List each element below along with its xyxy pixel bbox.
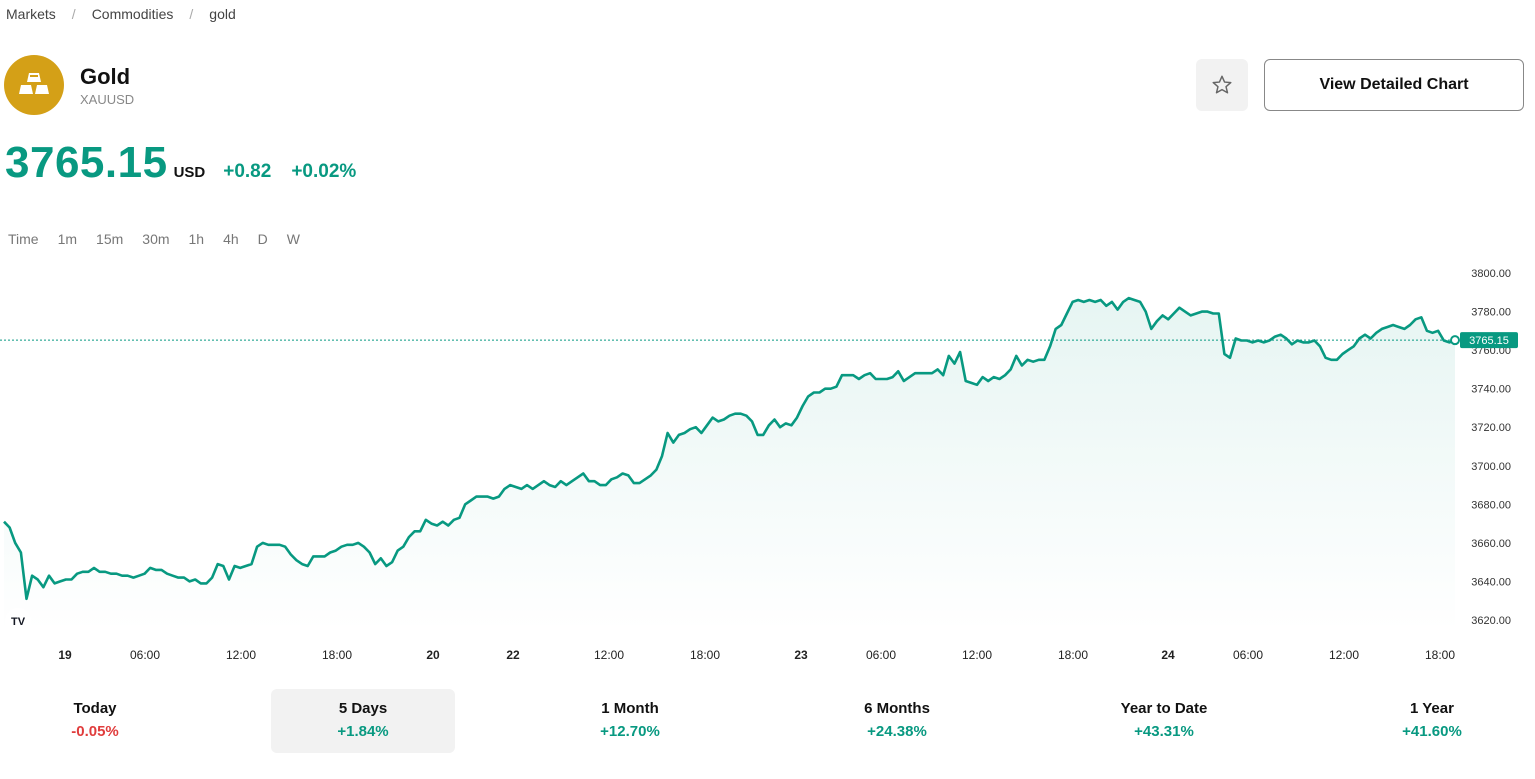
asset-ticker: XAUUSD: [80, 91, 135, 107]
view-detailed-chart-button[interactable]: View Detailed Chart: [1264, 59, 1524, 111]
period-year-to-date[interactable]: Year to Date +43.31%: [1089, 689, 1239, 753]
period-today[interactable]: Today -0.05%: [20, 689, 170, 753]
svg-text:TV: TV: [11, 616, 26, 628]
last-price-tag-label: 3765.15: [1469, 335, 1509, 347]
y-tick-label: 3660.00: [1471, 538, 1511, 550]
breadcrumb-current: gold: [209, 6, 236, 22]
price-area-fill: [4, 298, 1455, 632]
price-chart[interactable]: 3800.003780.003760.003740.003720.003700.…: [0, 262, 1535, 672]
y-tick-label: 3640.00: [1471, 576, 1511, 588]
last-price: 3765.15: [5, 138, 168, 187]
last-price-marker: [1450, 335, 1460, 346]
period-label: 6 Months: [864, 700, 930, 717]
interval-selector: Time 1m 15m 30m 1h 4h D W: [8, 231, 319, 247]
x-tick-label: 22: [506, 648, 520, 662]
interval-1m[interactable]: 1m: [57, 231, 78, 247]
x-tick-label: 06:00: [1233, 648, 1263, 662]
period-label: 5 Days: [338, 700, 388, 717]
price-row: 3765.15 USD +0.82 +0.02%: [5, 138, 356, 188]
y-tick-label: 3720.00: [1471, 422, 1511, 434]
period-6-months[interactable]: 6 Months +24.38%: [822, 689, 972, 753]
y-tick-label: 3740.00: [1471, 384, 1511, 396]
period-label: Year to Date: [1120, 700, 1208, 717]
x-tick-label: 23: [794, 648, 808, 662]
period-change: +24.38%: [867, 723, 927, 740]
x-tick-label: 24: [1161, 648, 1175, 662]
x-tick-label: 19: [58, 648, 72, 662]
price-series-line: [3, 296, 1456, 601]
period-change: +1.84%: [337, 723, 389, 740]
currency: USD: [173, 164, 206, 181]
last-price-tag: [1460, 332, 1518, 349]
price-change: +0.82: [223, 161, 272, 182]
price-change-percent: +0.02%: [291, 161, 357, 182]
x-tick-label: 20: [426, 648, 440, 662]
interval-4h[interactable]: 4h: [223, 231, 239, 247]
interval-15m[interactable]: 15m: [96, 231, 124, 247]
y-tick-label: 3680.00: [1471, 499, 1511, 511]
y-tick-label: 3620.00: [1471, 615, 1511, 627]
x-tick-label: 06:00: [866, 648, 896, 662]
x-tick-label: 12:00: [226, 648, 256, 662]
period-change: -0.05%: [71, 723, 119, 740]
tradingview-logo-icon[interactable]: TV: [5, 608, 31, 634]
period-change: +43.31%: [1134, 723, 1194, 740]
x-tick-label: 12:00: [594, 648, 624, 662]
y-tick-label: 3700.00: [1471, 461, 1511, 473]
y-tick-label: 3800.00: [1471, 268, 1511, 280]
breadcrumb-separator: /: [189, 6, 194, 22]
period-change: +12.70%: [600, 723, 660, 740]
breadcrumb-separator: /: [71, 6, 76, 22]
asset-name: Gold: [80, 63, 131, 89]
x-tick-label: 18:00: [1058, 648, 1088, 662]
period-5-days[interactable]: 5 Days +1.84%: [271, 689, 455, 753]
period-label: 1 Year: [1410, 700, 1454, 717]
breadcrumb: Markets / Commodities / gold: [6, 6, 236, 22]
interval-d[interactable]: D: [257, 231, 268, 247]
x-tick-label: 18:00: [322, 648, 352, 662]
asset-header: Gold XAUUSD: [4, 55, 134, 115]
interval-1h[interactable]: 1h: [188, 231, 205, 247]
x-tick-label: 18:00: [690, 648, 720, 662]
star-icon: [1212, 75, 1232, 94]
period-1-year[interactable]: 1 Year +41.60%: [1357, 689, 1507, 753]
x-tick-label: 18:00: [1425, 648, 1455, 662]
x-tick-label: 12:00: [962, 648, 992, 662]
interval-time[interactable]: Time: [8, 231, 39, 247]
performance-periods: Today -0.05% 5 Days +1.84% 1 Month +12.70% 6 M…: [0, 689, 1535, 753]
period-label: 1 Month: [601, 700, 659, 717]
x-tick-label: 06:00: [130, 648, 160, 662]
interval-30m[interactable]: 30m: [142, 231, 170, 247]
favorite-button[interactable]: [1196, 59, 1248, 111]
period-change: +41.60%: [1402, 723, 1462, 740]
breadcrumb-commodities[interactable]: Commodities: [91, 6, 174, 22]
period-label: Today: [73, 700, 117, 717]
gold-bars-icon: [4, 55, 64, 115]
interval-w[interactable]: W: [286, 231, 301, 247]
y-tick-label: 3780.00: [1471, 307, 1511, 319]
period-1-month[interactable]: 1 Month +12.70%: [555, 689, 705, 753]
x-tick-label: 12:00: [1329, 648, 1359, 662]
breadcrumb-markets[interactable]: Markets: [6, 6, 56, 22]
